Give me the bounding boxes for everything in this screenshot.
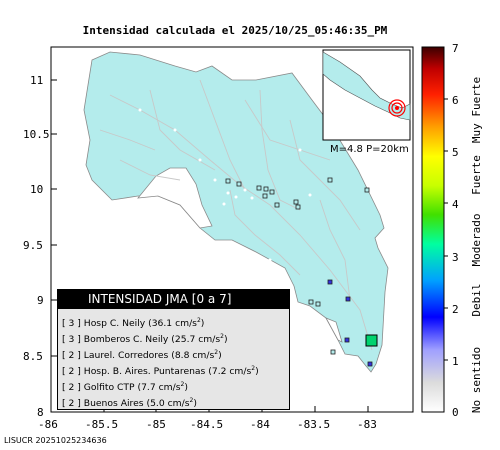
town-markers: [138, 108, 312, 262]
legend-level: [ 2 ]: [62, 366, 81, 378]
road-network: [99, 79, 373, 351]
y-tick-label: 8.5: [23, 350, 43, 363]
legend-title: INTENSIDAD JMA [0 a 7]: [58, 290, 289, 309]
x-tick-label: -85: [146, 418, 166, 431]
station-markers-level2: [327, 279, 373, 367]
legend-close: ): [193, 398, 197, 410]
x-tick-label: -84: [250, 418, 270, 431]
x-tick-label: -84.5: [190, 418, 223, 431]
legend-station: Golfito CTP: [83, 382, 135, 394]
inset-magnitude-label: M=4.8 P=20km: [330, 144, 409, 155]
legend-row: [ 3 ] Bomberos C. Neily (25.7 cm/s2): [58, 329, 289, 345]
colorbar-category: Debil: [470, 283, 483, 316]
colorbar-category: No sentido: [470, 347, 483, 413]
x-tick-label: -83.5: [297, 418, 330, 431]
legend-level: [ 2 ]: [62, 398, 81, 410]
legend-exponent: 2: [220, 333, 224, 340]
colorbar-tick-label: 0: [452, 406, 459, 419]
legend-station: Laurel. Corredores: [83, 350, 169, 362]
footer-id: LISUCR 20251025234636: [4, 436, 107, 445]
colorbar-tick-label: 3: [452, 251, 459, 264]
legend-value: (5.0 cm/s: [146, 398, 190, 410]
legend-station: Hosp C. Neily: [83, 318, 146, 330]
legend-value: (25.7 cm/s: [171, 334, 221, 346]
map-title: Intensidad calculada el 2025/10/25_05:46…: [82, 24, 388, 37]
colorbar-category: Muy Fuerte: [470, 77, 483, 143]
legend-close: ): [223, 334, 228, 346]
colorbar-tick-label: 7: [452, 42, 459, 55]
legend-level: [ 3 ]: [62, 318, 81, 330]
colorbar-tick-label: 5: [452, 146, 459, 159]
legend-row: [ 2 ] Hosp. B. Aires. Puntarenas (7.2 cm…: [58, 361, 289, 377]
colorbar-category: Moderado: [470, 214, 483, 267]
colorbar-tick-label: 1: [452, 355, 459, 368]
legend-exponent: 2: [214, 349, 219, 356]
y-tick-label: 8: [37, 406, 44, 419]
y-tick-label: 10.5: [23, 128, 50, 141]
legend-station: Hosp. B. Aires. Puntarenas: [83, 366, 206, 378]
intensity-legend: INTENSIDAD JMA [0 a 7] [ 3 ] Hosp C. Nei…: [57, 289, 290, 410]
colorbar-tick-label: 4: [452, 198, 459, 211]
legend-close: ): [218, 350, 222, 362]
legend-value: (8.8 cm/s: [171, 350, 215, 362]
y-tick-label: 10: [30, 183, 43, 196]
legend-exponent: 2: [196, 317, 201, 324]
legend-close: ): [184, 382, 188, 394]
legend-exponent: 2: [189, 397, 194, 404]
legend-value: (36.1 cm/s: [148, 318, 197, 330]
x-tick-label: -83: [357, 418, 377, 431]
colorbar-ticks: [444, 98, 448, 361]
legend-row: [ 2 ] Golfito CTP (7.7 cm/s2): [58, 377, 289, 393]
legend-station: Buenos Aires: [83, 398, 144, 410]
legend-level: [ 3 ]: [62, 334, 81, 346]
legend-station: Bomberos C. Neily: [83, 334, 169, 346]
colorbar: [421, 46, 445, 413]
legend-row: [ 2 ] Buenos Aires (5.0 cm/s2): [58, 393, 289, 409]
epicenter-marker: [365, 334, 378, 347]
legend-close: ): [255, 366, 259, 378]
x-tick-label: -86: [38, 418, 58, 431]
y-tick-label: 11: [30, 74, 43, 87]
legend-exponent: 2: [251, 365, 256, 372]
station-markers: [225, 177, 370, 355]
x-tick-label: -85.5: [85, 418, 118, 431]
y-tick-label: 9: [37, 294, 44, 307]
colorbar-tick-label: 6: [452, 94, 459, 107]
legend-value: (7.7 cm/s: [137, 382, 181, 394]
legend-value: (7.2 cm/s: [208, 366, 252, 378]
golfo-dulce: [325, 317, 343, 343]
legend-row: [ 3 ] Hosp C. Neily (36.1 cm/s2): [58, 313, 289, 329]
legend-level: [ 2 ]: [62, 382, 81, 394]
legend-level: [ 2 ]: [62, 350, 81, 362]
legend-exponent: 2: [180, 381, 185, 388]
legend-close: ): [200, 318, 205, 330]
gulf-of-nicoya: [137, 167, 213, 229]
y-tick-label: 9.5: [23, 239, 43, 252]
colorbar-tick-label: 2: [452, 303, 459, 316]
inset-map: [322, 49, 411, 141]
legend-row: [ 2 ] Laurel. Corredores (8.8 cm/s2): [58, 345, 289, 361]
colorbar-category: Fuerte: [470, 155, 483, 195]
